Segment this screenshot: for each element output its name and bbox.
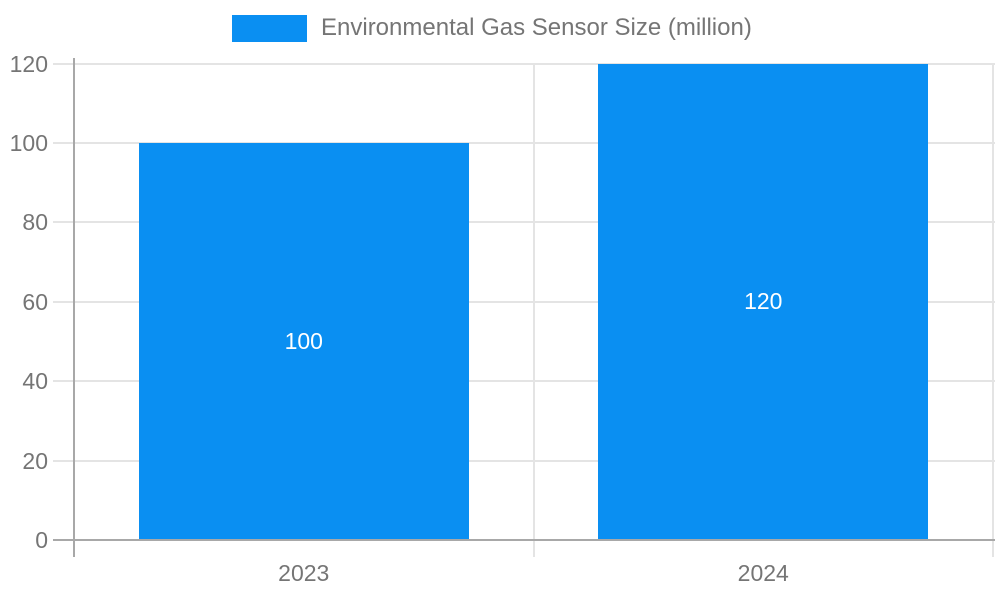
- y-axis-tick-label: 120: [9, 50, 48, 77]
- y-gridline: [53, 221, 995, 224]
- bar-2024[interactable]: 120: [598, 63, 929, 540]
- x-axis-category-label: 2024: [737, 560, 789, 586]
- category-boundary-line: [532, 63, 535, 557]
- x-axis-category-label: 2023: [278, 560, 330, 586]
- y-axis-tick-label: 20: [22, 447, 48, 474]
- y-axis-line: [73, 57, 75, 557]
- bar-2023[interactable]: 100: [138, 142, 469, 540]
- legend-swatch: [232, 14, 307, 42]
- y-axis-tick-label: 0: [35, 527, 48, 553]
- y-axis-tick-label: 40: [22, 368, 48, 395]
- y-gridline: [53, 380, 995, 383]
- y-axis-tick-label: 60: [22, 288, 48, 315]
- bar-value-label: 120: [744, 288, 783, 315]
- y-gridline: [53, 459, 995, 462]
- bar-value-label: 100: [284, 327, 323, 354]
- category-boundary-line: [992, 63, 994, 557]
- x-axis-line: [53, 539, 995, 541]
- y-gridline: [53, 300, 995, 303]
- y-gridline: [53, 141, 995, 144]
- y-axis-tick-label: 100: [9, 129, 48, 156]
- y-axis-tick-label: 80: [22, 209, 48, 236]
- legend-item[interactable]: Environmental Gas Sensor Size (million): [232, 14, 752, 42]
- legend-label: Environmental Gas Sensor Size (million): [321, 14, 752, 41]
- y-gridline: [53, 62, 995, 65]
